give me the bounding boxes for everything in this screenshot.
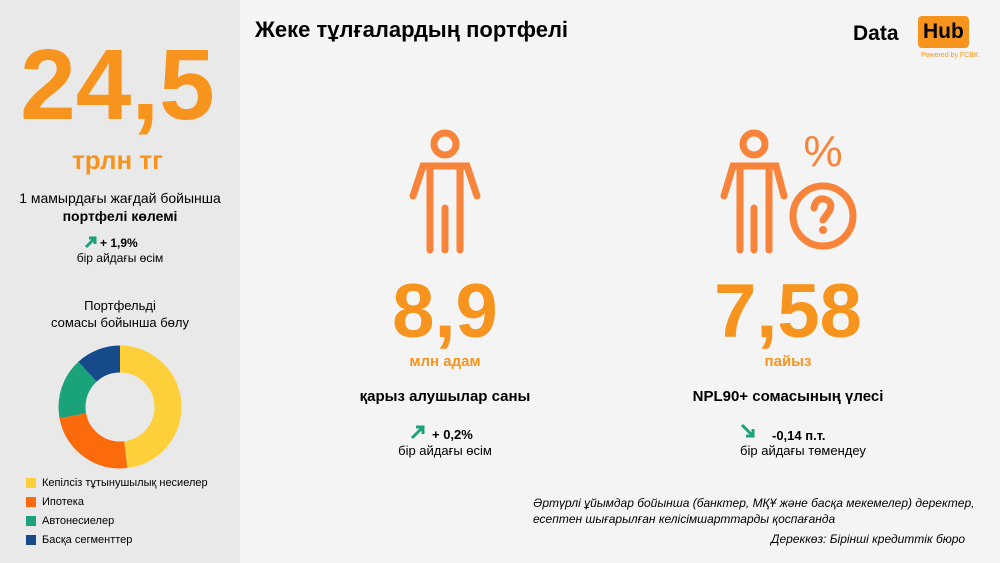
caption: 1 мамырдағы жағдай бойынша (19, 190, 221, 206)
legend-label: Басқа сегменттер (42, 533, 133, 546)
legend: Кепілсіз тұтынушылық несиелер Ипотека Авто… (26, 473, 208, 549)
metric-change-caption: бір айдағы төмендеу (740, 443, 866, 458)
big-number: 24,5 (20, 29, 215, 141)
logo: Hub (918, 16, 969, 48)
logo-sub: Powered by FCBK (921, 52, 979, 59)
arrow-up (84, 236, 97, 249)
legend-item: Басқа сегменттер (26, 530, 208, 549)
donut-title: сомасы бойынша бөлу (51, 315, 189, 330)
metric-label: қарыз алушылар саны (359, 388, 531, 405)
metric-unit: пайыз (764, 353, 812, 370)
donut-title: Портфельді (84, 298, 156, 313)
title: Жеке тұлғалардың портфелі (255, 17, 569, 42)
footnote: Әртүрлі ұйымдар бойынша (банктер, МҚҰ жә… (533, 496, 975, 510)
logo: Data (853, 22, 899, 45)
arrow-down (740, 423, 755, 438)
donut-segment (58, 345, 182, 469)
donut-segment (58, 345, 182, 469)
arrow-up (410, 425, 425, 440)
person-percent-icon: % (720, 128, 857, 254)
legend-swatch (26, 515, 36, 526)
metric-change: + 0,2% (432, 427, 473, 442)
caption: портфелі көлемі (62, 208, 178, 224)
legend-item: Кепілсіз тұтынушылық несиелер (26, 473, 208, 492)
donut-chart (58, 345, 182, 469)
source: Дереккөз: Бірінші кредиттік бюро (771, 532, 966, 546)
metric-value: 7,58 (714, 269, 862, 354)
left-panel (0, 0, 240, 563)
change: + 1,9% (100, 236, 138, 250)
legend-item: Ипотека (26, 492, 208, 511)
metric-change: -0,14 п.т. (772, 428, 826, 443)
footnote: есептен шығарылған келісімшарттарды қосп… (533, 512, 836, 526)
metric-change-caption: бір айдағы өсім (398, 443, 492, 458)
donut-segment (58, 345, 182, 469)
change-caption: бір айдағы өсім (76, 251, 164, 265)
legend-label: Автонесиелер (42, 514, 115, 527)
legend-label: Кепілсіз тұтынушылық несиелер (42, 476, 208, 489)
legend-item: Автонесиелер (26, 511, 208, 530)
svg-text:%: % (803, 128, 842, 176)
legend-label: Ипотека (42, 495, 84, 508)
metric-value: 8,9 (392, 269, 498, 354)
legend-swatch (26, 477, 36, 488)
person-icon (409, 129, 481, 254)
metric-label: NPL90+ сомасының үлесі (692, 388, 884, 405)
legend-swatch (26, 534, 36, 545)
unit: трлн тг (72, 145, 163, 175)
legend-swatch (26, 496, 36, 507)
metric-unit: млн адам (409, 353, 481, 370)
